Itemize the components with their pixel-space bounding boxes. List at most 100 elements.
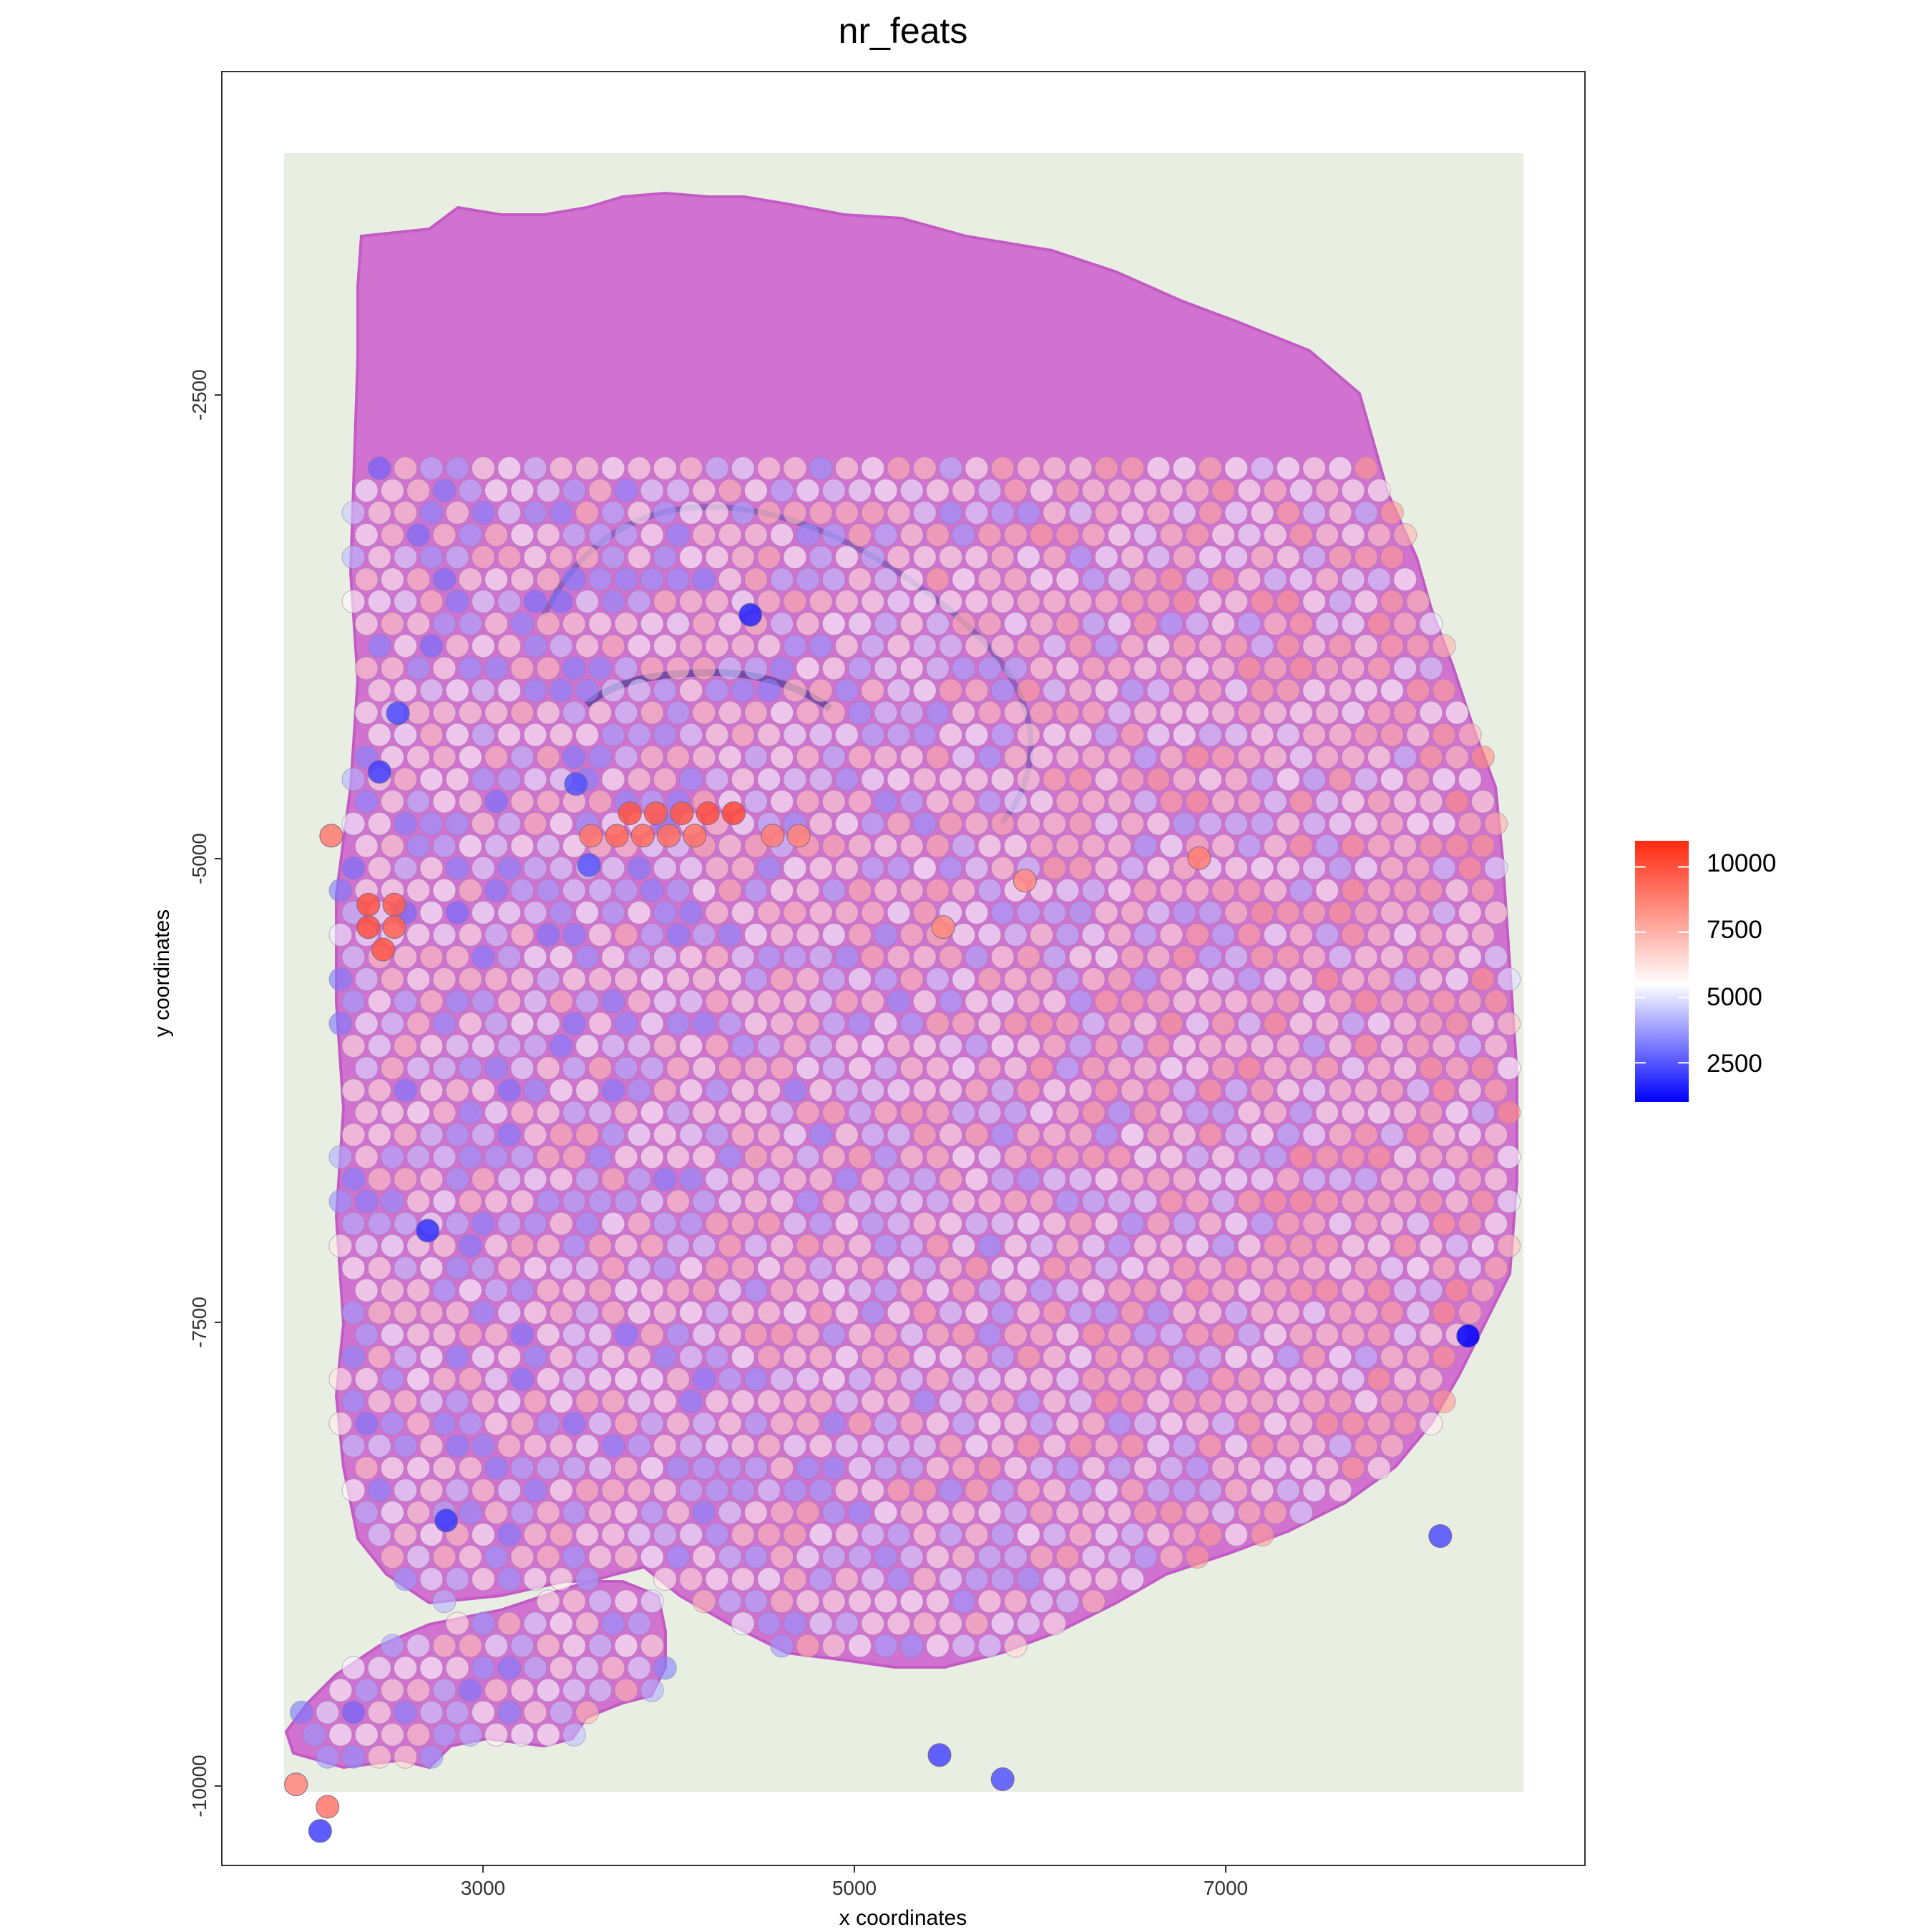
- spot: [796, 612, 820, 636]
- spot: [1445, 1278, 1469, 1302]
- spot: [783, 990, 807, 1014]
- spot: [1289, 479, 1313, 502]
- spot: [1030, 479, 1054, 502]
- spot: [1237, 1234, 1262, 1258]
- spot: [1081, 1145, 1106, 1169]
- x-axis-title: x coordinates: [839, 1906, 967, 1930]
- spot: [809, 1256, 833, 1280]
- spot: [1302, 456, 1327, 480]
- spot: [484, 745, 509, 769]
- spot: [653, 634, 677, 658]
- spot: [796, 878, 820, 902]
- spot: [588, 1412, 613, 1435]
- spot: [1497, 967, 1521, 991]
- spot: [1030, 1589, 1054, 1614]
- spot: [912, 1123, 937, 1147]
- spot: [1406, 1123, 1430, 1147]
- spot: [1016, 1256, 1040, 1280]
- spot: [757, 1123, 781, 1147]
- spot: [627, 1478, 651, 1503]
- spot: [1146, 1300, 1171, 1324]
- spot: [445, 1300, 469, 1324]
- spot: [1406, 811, 1430, 836]
- spot: [874, 1189, 898, 1214]
- spot: [679, 1078, 703, 1103]
- spot: [419, 1478, 444, 1503]
- spot-extreme: [644, 801, 668, 825]
- spot: [977, 878, 1002, 902]
- spot: [1380, 501, 1404, 525]
- spot: [536, 1501, 560, 1525]
- spot: [899, 789, 924, 814]
- spot: [1432, 1123, 1456, 1147]
- spot: [939, 678, 963, 703]
- spot: [341, 1390, 366, 1413]
- spot: [1107, 1412, 1131, 1435]
- spot: [1419, 789, 1443, 814]
- spot: [848, 479, 872, 502]
- spot: [1250, 900, 1274, 924]
- spot: [1121, 678, 1145, 703]
- spot: [458, 1412, 482, 1435]
- spot: [679, 1523, 703, 1547]
- spot: [939, 1611, 963, 1636]
- spot: [328, 1145, 353, 1169]
- spot: [653, 1345, 677, 1369]
- spot: [588, 1589, 613, 1614]
- spot: [1030, 1367, 1054, 1391]
- spot: [757, 1167, 781, 1191]
- spot: [1211, 567, 1236, 592]
- spot: [1237, 1367, 1262, 1391]
- spot: [549, 456, 573, 480]
- spot: [601, 1167, 625, 1191]
- spot: [1055, 1234, 1080, 1258]
- spot: [1328, 1345, 1352, 1369]
- colorbar-ticks: [1635, 866, 1689, 1064]
- spot: [912, 811, 937, 836]
- spot: [1198, 723, 1222, 747]
- spot: [1315, 1234, 1340, 1258]
- spot: [1263, 1234, 1287, 1258]
- spot: [899, 1589, 924, 1614]
- spot: [939, 1167, 963, 1191]
- spot: [770, 1634, 794, 1658]
- spot: [1030, 789, 1054, 814]
- spot: [1250, 1300, 1274, 1324]
- spot: [925, 967, 950, 991]
- spot: [1146, 501, 1171, 525]
- spot: [887, 545, 911, 570]
- spot: [1068, 1256, 1093, 1280]
- spot: [848, 1589, 872, 1614]
- spot: [939, 1567, 963, 1591]
- spot: [990, 1345, 1015, 1369]
- spot: [549, 1167, 573, 1191]
- spot: [601, 1123, 625, 1147]
- spot: [640, 656, 664, 680]
- spot: [380, 567, 404, 592]
- spot: [1419, 878, 1443, 902]
- spot: [796, 1545, 820, 1569]
- spot: [1237, 1145, 1262, 1169]
- spot: [1185, 1367, 1209, 1391]
- spot: [1043, 1390, 1067, 1413]
- spot: [1328, 767, 1352, 791]
- spot: [549, 945, 573, 969]
- spot: [821, 1278, 846, 1302]
- spot: [770, 1501, 794, 1525]
- spot: [874, 922, 898, 947]
- spot: [1055, 1056, 1080, 1080]
- spot: [1211, 1501, 1236, 1525]
- spot: [1030, 1545, 1054, 1569]
- spot: [445, 1478, 469, 1503]
- spot: [653, 501, 677, 525]
- spot: [912, 1078, 937, 1103]
- spot: [354, 1145, 379, 1169]
- spot: [1276, 1211, 1300, 1236]
- spot: [731, 1478, 755, 1503]
- spot: [562, 967, 586, 991]
- spot: [367, 590, 391, 614]
- spot: [990, 1300, 1015, 1324]
- spot: [952, 1234, 976, 1258]
- spot: [523, 501, 547, 525]
- spot: [1068, 990, 1093, 1014]
